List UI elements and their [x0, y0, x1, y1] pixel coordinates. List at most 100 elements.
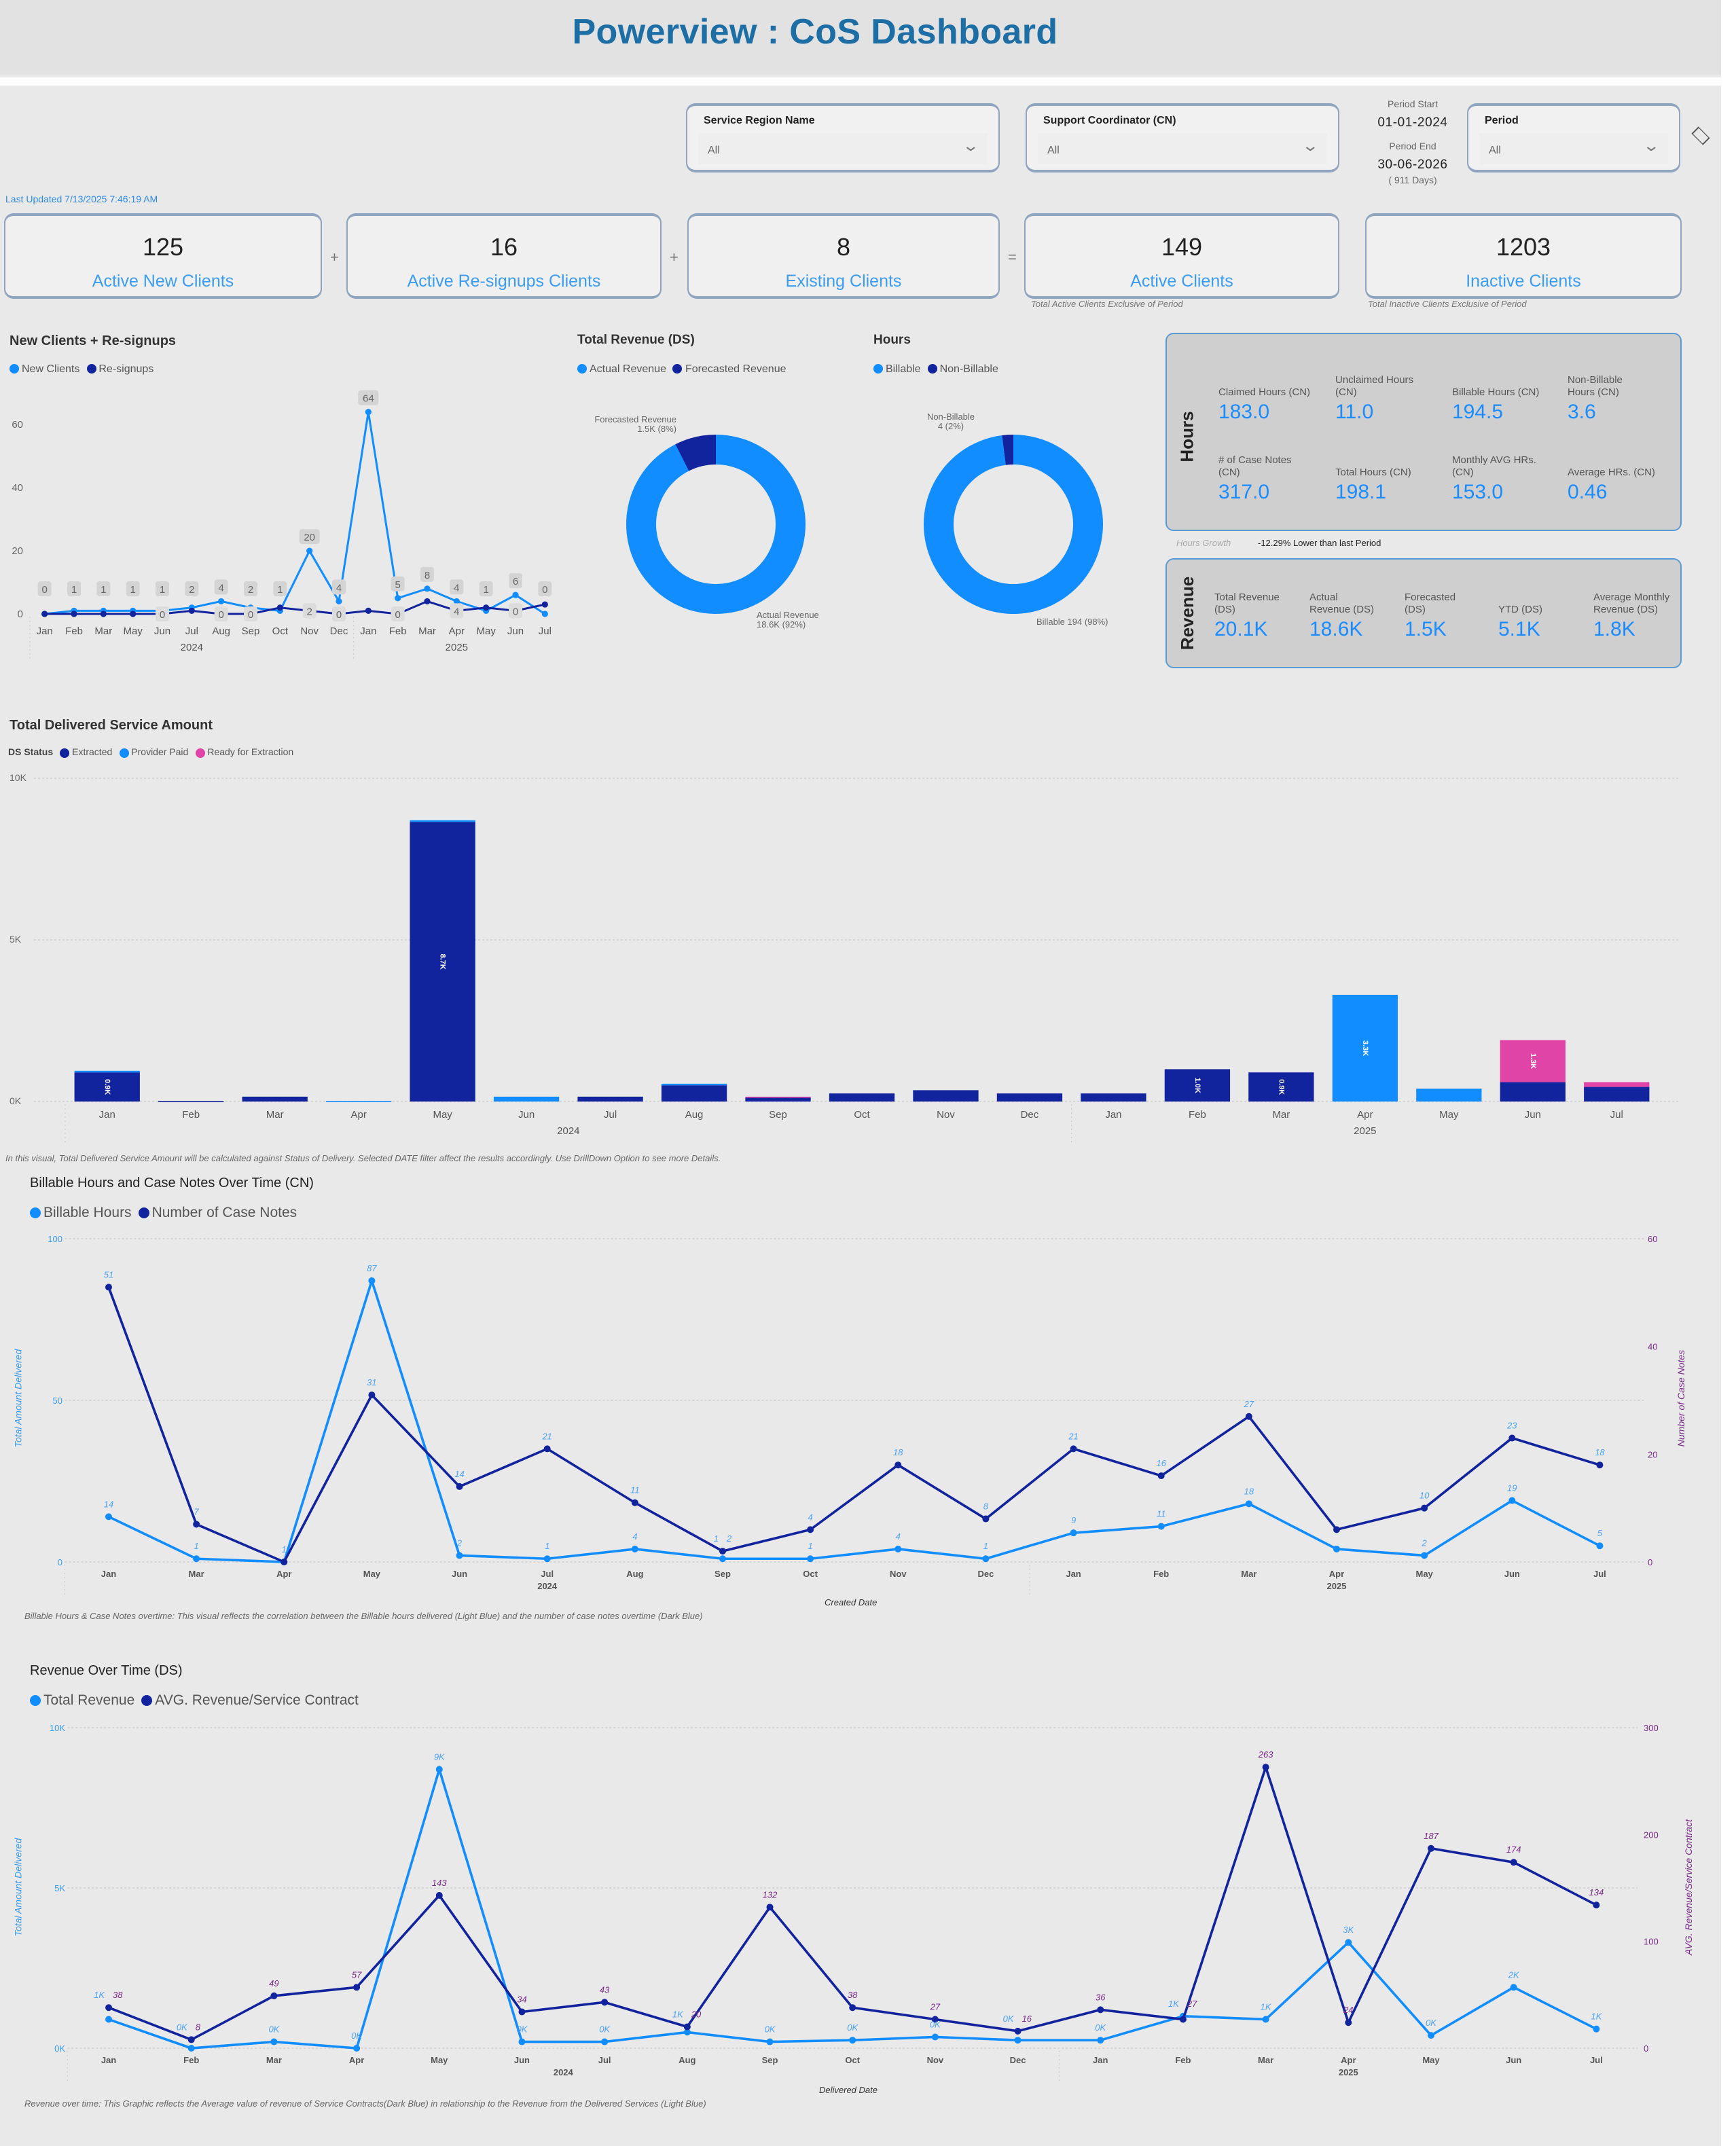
- delivered-service-bar-chart[interactable]: 0K 5K 10K Jan Feb Mar Apr May Jun Jul Aug Sep Oct Nov…: [0, 767, 1712, 1154]
- chart-note: Revenue over time: This Graphic reflects…: [24, 2100, 706, 2109]
- chevron-down-icon: ⌄: [961, 139, 979, 155]
- data-label: 64: [363, 393, 374, 405]
- legend-label[interactable]: Re-signups: [98, 363, 154, 375]
- y-tick-label: 0K: [10, 1095, 22, 1106]
- kpi-label: Inactive Clients: [1466, 272, 1581, 291]
- data-point: [105, 1284, 112, 1291]
- data-label: 2: [1422, 1538, 1428, 1548]
- legend-label[interactable]: New Clients: [22, 363, 80, 375]
- legend-dot-icon: [30, 1207, 41, 1218]
- revenue-donut-chart[interactable]: [0, 0, 1736, 1358]
- data-label-box: [358, 390, 379, 405]
- bar-segment-provider-paid: [326, 1101, 392, 1102]
- data-label: 2: [306, 606, 312, 617]
- x-tick-label: Sep: [242, 625, 260, 637]
- metric-unclaimed-hours: Unclaimed Hours (CN) 11.0: [1335, 361, 1433, 424]
- x-tick-label: Jan: [101, 1569, 116, 1579]
- data-label: 57: [352, 1969, 362, 1980]
- data-label: 4: [454, 606, 459, 617]
- x-tick-label: Sep: [715, 1569, 731, 1579]
- data-label: 14: [454, 1469, 464, 1479]
- data-label-box: [509, 573, 522, 589]
- legend-label[interactable]: Billable Hours: [43, 1205, 132, 1221]
- data-label: 18: [1244, 1486, 1254, 1496]
- data-label: 1K: [1591, 2012, 1602, 2022]
- metric-label: Monthly AVG HRs. (CN): [1452, 454, 1536, 478]
- data-point: [601, 1999, 609, 2006]
- kpi-active-resignups-clients: 16 Active Re-signups Clients: [346, 213, 662, 299]
- x-tick-label: May: [363, 1569, 381, 1579]
- data-point: [187, 2036, 195, 2043]
- data-point: [1070, 1445, 1077, 1453]
- metric-label: # of Case Notes (CN): [1218, 454, 1292, 478]
- chart-legend: Billable Non-Billable: [869, 363, 998, 375]
- data-point: [1179, 2016, 1187, 2023]
- hours-donut-chart[interactable]: [0, 0, 1736, 1358]
- chart-legend: Billable Hours Number of Case Notes: [26, 1205, 297, 1221]
- legend-label[interactable]: Actual Revenue: [590, 363, 666, 375]
- data-point: [518, 2008, 526, 2016]
- period-filter[interactable]: Period All ⌄: [1467, 103, 1680, 172]
- data-label: 21: [541, 1431, 551, 1441]
- data-label: 8: [196, 2022, 201, 2032]
- data-label: 9: [1071, 1515, 1076, 1525]
- data-label-box: [538, 581, 552, 596]
- x-tick-label: Apr: [1329, 1569, 1344, 1579]
- chart-note: Billable Hours & Case Notes overtime: Th…: [24, 1612, 703, 1622]
- legend-label[interactable]: Provider Paid: [131, 748, 189, 758]
- x-tick-label: Jun: [154, 625, 170, 637]
- data-point: [100, 611, 107, 617]
- legend-label[interactable]: Ready for Extraction: [207, 748, 294, 758]
- data-label: 0K: [765, 2024, 776, 2035]
- data-point: [188, 607, 195, 614]
- x-tick-label: Jul: [1590, 2055, 1603, 2065]
- data-label-box: [156, 581, 169, 596]
- legend-dot-icon: [927, 364, 937, 374]
- metric-value: 18.6K: [1309, 618, 1363, 641]
- period-days: ( 911 Days): [1388, 177, 1437, 186]
- metric-label: Forecasted (DS): [1405, 591, 1456, 615]
- data-point: [187, 2045, 195, 2052]
- revenue-line-chart[interactable]: 0K 5K 10K 0 100 200 300 Jan Feb Mar Apr May Jun Jul Au…: [0, 1711, 1712, 2092]
- legend-label[interactable]: Number of Case Notes: [151, 1205, 297, 1221]
- support-coordinator-dropdown[interactable]: All ⌄: [1038, 133, 1327, 164]
- legend-label[interactable]: Billable: [886, 363, 921, 375]
- bar-segment-provider-paid: [493, 1096, 560, 1102]
- data-label: 19: [1507, 1483, 1517, 1493]
- period-dropdown[interactable]: All ⌄: [1479, 133, 1668, 164]
- data-point: [1097, 2037, 1104, 2044]
- data-label-box: [67, 581, 81, 596]
- x-tick-label: Feb: [1153, 1569, 1169, 1579]
- billable-hours-line-chart[interactable]: 0 50 100 0 20 40 60 Jan Mar Apr May Jun Jul Aug Sep Oct…: [0, 1222, 1712, 1603]
- data-point: [435, 1766, 443, 1773]
- service-region-filter[interactable]: Service Region Name All ⌄: [686, 103, 1000, 172]
- plus-operator: +: [670, 250, 679, 266]
- data-point: [336, 598, 342, 605]
- data-point: [1070, 1529, 1077, 1537]
- x-tick-label: Jun: [507, 625, 524, 637]
- dropdown-value: All: [1489, 144, 1501, 156]
- legend-label[interactable]: AVG. Revenue/Service Contract: [155, 1692, 359, 1709]
- x-tick-label: Mar: [266, 1109, 284, 1121]
- bar-segment-extracted: [1500, 1082, 1566, 1102]
- x-group-label: 2024: [181, 642, 203, 653]
- service-region-dropdown[interactable]: All ⌄: [698, 133, 988, 164]
- data-point: [931, 2033, 939, 2041]
- data-label: 4: [218, 582, 223, 594]
- page-edge: [1721, 0, 1736, 2146]
- x-group-label: 2024: [554, 2067, 574, 2077]
- legend-label[interactable]: Forecasted Revenue: [685, 363, 786, 375]
- legend-label[interactable]: Total Revenue: [43, 1692, 135, 1709]
- y-tick-label: 10K: [50, 1723, 65, 1733]
- bar-segment-ready-for-extraction: [745, 1096, 811, 1098]
- data-point: [541, 601, 548, 608]
- x-tick-label: Jul: [604, 1109, 617, 1121]
- x-tick-label: Jul: [1593, 1569, 1606, 1579]
- bar-segment-extracted: [913, 1090, 979, 1102]
- legend-label[interactable]: Non-Billable: [939, 363, 998, 375]
- data-point: [518, 2038, 526, 2045]
- support-coordinator-filter[interactable]: Support Coordinator (CN) All ⌄: [1026, 103, 1339, 172]
- legend-label[interactable]: Extracted: [72, 748, 113, 758]
- x-tick-label: Sep: [762, 2055, 778, 2065]
